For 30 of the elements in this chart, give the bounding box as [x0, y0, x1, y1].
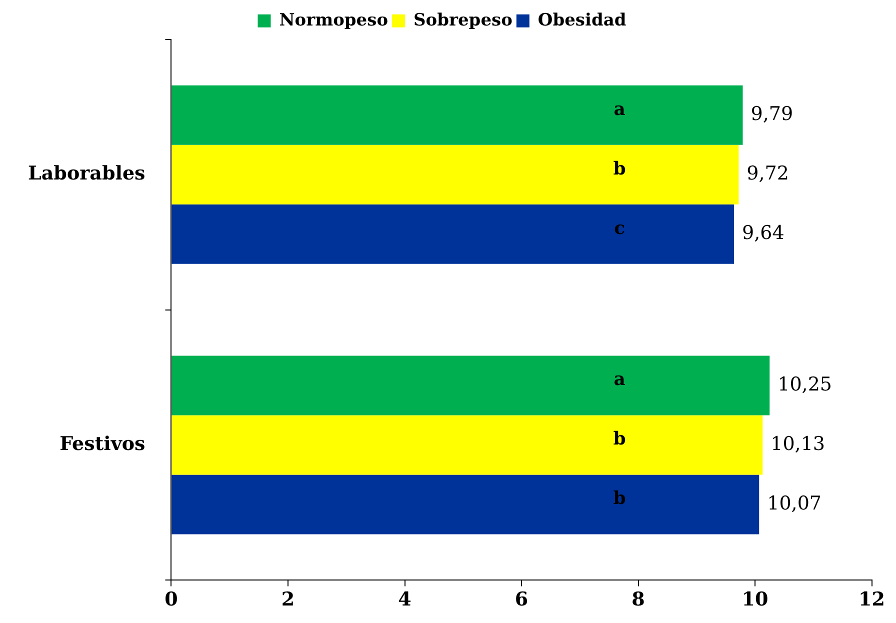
- legend-label: Normopeso: [279, 10, 388, 30]
- annotation: c: [614, 218, 626, 239]
- y-tick-label: Festivos: [60, 432, 146, 455]
- legend-label: Sobrepeso: [414, 10, 512, 30]
- data-label: 9,64: [742, 222, 784, 244]
- data-label: 9,72: [746, 162, 789, 185]
- x-tick-label: 2: [281, 588, 295, 611]
- data-label: 9,79: [750, 103, 794, 126]
- x-tick-label: 6: [514, 588, 528, 611]
- bar: [172, 474, 760, 534]
- data-label: 10,07: [767, 492, 822, 514]
- bar: [172, 415, 763, 475]
- bar: [172, 356, 770, 416]
- bar: [172, 85, 743, 145]
- x-tick-label: 4: [398, 588, 412, 611]
- annotation: a: [614, 98, 626, 120]
- x-tick-label: 10: [742, 588, 768, 611]
- annotation: b: [613, 428, 626, 450]
- annotation: a: [614, 369, 626, 390]
- y-tick-label: Laborables: [28, 162, 146, 185]
- bar: [172, 144, 739, 204]
- data-label: 10,13: [770, 432, 826, 455]
- data-label: 10,25: [778, 373, 832, 396]
- annotation: b: [613, 158, 626, 180]
- bar: [172, 204, 734, 264]
- x-tick-label: 0: [164, 588, 178, 611]
- legend-label: Obesidad: [538, 10, 626, 30]
- x-tick-label: 8: [632, 588, 645, 611]
- x-tick-label: 12: [858, 588, 886, 611]
- annotation: b: [613, 488, 626, 510]
